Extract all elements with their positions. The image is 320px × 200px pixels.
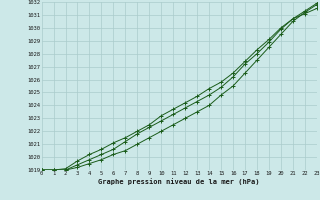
X-axis label: Graphe pression niveau de la mer (hPa): Graphe pression niveau de la mer (hPa) (99, 178, 260, 185)
